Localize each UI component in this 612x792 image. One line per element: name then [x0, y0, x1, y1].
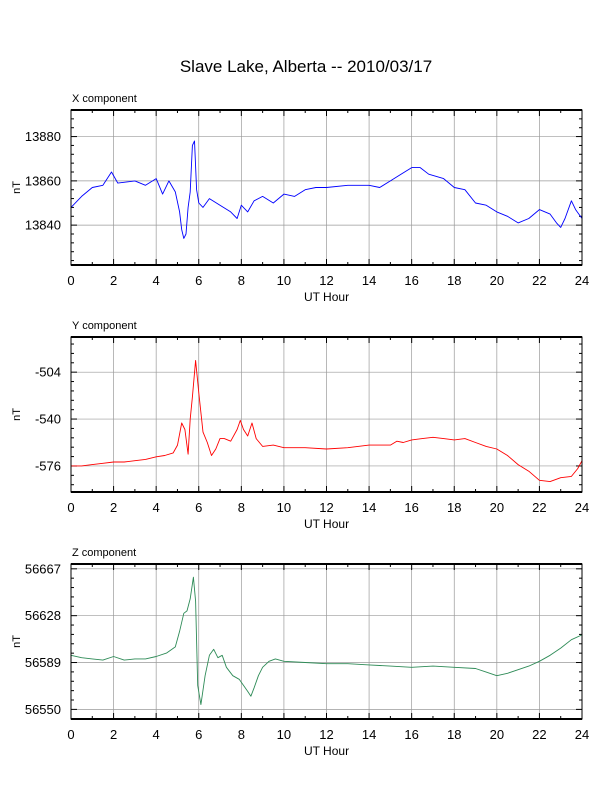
x-tick-label: 8: [238, 727, 245, 742]
x-tick-label: 4: [153, 500, 160, 515]
x-tick-label: 10: [277, 727, 291, 742]
x-tick-label: 0: [67, 273, 74, 288]
y-tick-label: -576: [35, 458, 61, 473]
x-tick-label: 2: [110, 500, 117, 515]
data-series-line: [70, 140, 583, 239]
x-tick-label: 8: [238, 273, 245, 288]
chart-panel-3: 0 2 4 6 8 10 12 14 16 18 20 22 245655056589566285666…: [11, 547, 589, 758]
x-tick-label: 20: [490, 273, 504, 288]
x-tick-label: 4: [153, 273, 160, 288]
y-tick-label: 13880: [25, 129, 61, 144]
data-series-line: [70, 576, 583, 706]
page-title: Slave Lake, Alberta -- 2010/03/17: [179, 57, 433, 76]
x-axis-label: UT Hour: [304, 744, 349, 758]
x-tick-label: 14: [362, 727, 376, 742]
x-tick-label: 24: [575, 727, 589, 742]
x-tick-label: 20: [490, 727, 504, 742]
x-tick-label: 0: [67, 500, 74, 515]
y-tick-label: 13860: [25, 173, 61, 188]
x-tick-label: 12: [319, 727, 333, 742]
x-tick-label: 10: [277, 273, 291, 288]
x-tick-label: 16: [404, 727, 418, 742]
x-tick-label: 0: [67, 727, 74, 742]
x-tick-label: 18: [447, 500, 461, 515]
x-tick-label: 16: [404, 273, 418, 288]
x-tick-label: 12: [319, 500, 333, 515]
x-axis-label: UT Hour: [304, 517, 349, 531]
x-tick-label: 6: [195, 273, 202, 288]
x-tick-label: 24: [575, 500, 589, 515]
y-axis-label: nT: [11, 408, 23, 421]
x-tick-label: 6: [195, 727, 202, 742]
y-tick-label: 56667: [25, 561, 61, 576]
y-tick-label: 56550: [25, 702, 61, 717]
x-tick-label: 22: [532, 273, 546, 288]
y-axis-label: nT: [11, 181, 23, 194]
x-tick-label: 14: [362, 273, 376, 288]
y-tick-label: -504: [35, 365, 61, 380]
panel-label: X component: [72, 93, 137, 105]
y-tick-label: -540: [35, 412, 61, 427]
x-tick-label: 16: [404, 500, 418, 515]
x-tick-label: 22: [532, 500, 546, 515]
x-tick-label: 2: [110, 727, 117, 742]
x-tick-label: 6: [195, 500, 202, 515]
y-tick-label: 13840: [25, 218, 61, 233]
data-series-line: [71, 359, 583, 483]
x-axis-label: UT Hour: [304, 290, 349, 304]
x-tick-label: 18: [447, 727, 461, 742]
y-tick-label: 56589: [25, 655, 61, 670]
x-tick-label: 10: [277, 500, 291, 515]
panel-label: Y component: [72, 320, 137, 332]
x-tick-label: 4: [153, 727, 160, 742]
y-tick-label: 56628: [25, 608, 61, 623]
x-tick-label: 20: [490, 500, 504, 515]
y-axis-label: nT: [11, 635, 23, 648]
x-tick-label: 8: [238, 500, 245, 515]
x-tick-label: 14: [362, 500, 376, 515]
x-tick-label: 22: [532, 727, 546, 742]
x-tick-label: 24: [575, 273, 589, 288]
x-tick-label: 12: [319, 273, 333, 288]
panel-label: Z component: [72, 547, 136, 559]
x-tick-label: 18: [447, 273, 461, 288]
x-tick-label: 2: [110, 273, 117, 288]
